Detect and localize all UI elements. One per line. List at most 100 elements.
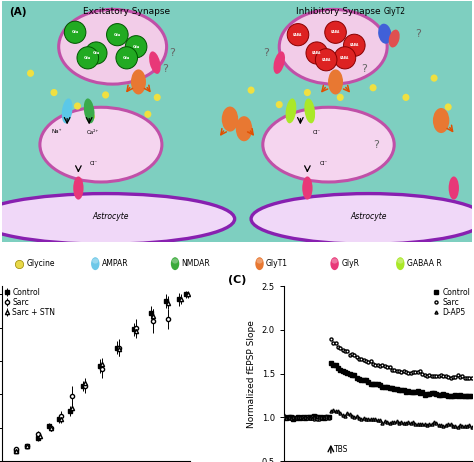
Control xyxy=(328,360,334,366)
Ellipse shape xyxy=(40,107,162,182)
Ellipse shape xyxy=(171,257,179,270)
Y-axis label: Normalized fEPSP Slope: Normalized fEPSP Slope xyxy=(247,320,256,427)
Circle shape xyxy=(88,113,95,120)
Control xyxy=(281,414,287,420)
Ellipse shape xyxy=(397,258,403,264)
Ellipse shape xyxy=(73,176,83,200)
Sarc xyxy=(328,336,334,342)
Line: Sarc: Sarc xyxy=(283,338,473,420)
Control xyxy=(389,385,395,390)
Ellipse shape xyxy=(302,176,312,200)
Text: TBS: TBS xyxy=(334,445,348,454)
Line: Control: Control xyxy=(283,362,473,420)
Circle shape xyxy=(430,74,438,82)
Ellipse shape xyxy=(448,176,459,200)
Circle shape xyxy=(64,21,86,43)
D-AP5 xyxy=(469,424,474,430)
Ellipse shape xyxy=(263,107,394,182)
Circle shape xyxy=(306,42,328,64)
Circle shape xyxy=(74,103,81,109)
Control xyxy=(291,416,296,422)
D-AP5 xyxy=(281,413,287,418)
Text: ?: ? xyxy=(169,49,175,58)
Text: Glu: Glu xyxy=(132,45,140,49)
Ellipse shape xyxy=(378,24,392,44)
Circle shape xyxy=(154,94,161,101)
Text: ?: ? xyxy=(162,64,168,74)
Text: Astrocyte: Astrocyte xyxy=(350,213,387,221)
Ellipse shape xyxy=(331,258,337,264)
Control xyxy=(447,394,453,399)
Text: AMPAR: AMPAR xyxy=(102,259,128,268)
Ellipse shape xyxy=(396,257,404,270)
Ellipse shape xyxy=(251,194,474,244)
Sarc xyxy=(469,376,474,381)
Circle shape xyxy=(50,89,57,96)
Legend: Control, Sarc, D-AP5: Control, Sarc, D-AP5 xyxy=(434,288,470,317)
Control xyxy=(403,389,409,395)
D-AP5 xyxy=(452,423,458,428)
Ellipse shape xyxy=(328,69,343,94)
D-AP5 xyxy=(446,422,451,427)
Circle shape xyxy=(344,34,365,56)
Text: ?: ? xyxy=(263,49,269,58)
Text: ?: ? xyxy=(415,29,421,39)
Circle shape xyxy=(77,47,99,69)
Text: Cl⁻: Cl⁻ xyxy=(313,129,321,134)
Text: GlyT1: GlyT1 xyxy=(266,259,288,268)
Text: Astrocyte: Astrocyte xyxy=(92,213,128,221)
Sarc xyxy=(455,373,460,378)
Sarc xyxy=(281,415,287,421)
Ellipse shape xyxy=(222,107,238,132)
Legend: Control, Sarc, Sarc + STN: Control, Sarc, Sarc + STN xyxy=(4,288,55,317)
Ellipse shape xyxy=(256,258,263,264)
Line: D-AP5: D-AP5 xyxy=(283,408,473,428)
Circle shape xyxy=(27,70,34,77)
Ellipse shape xyxy=(131,69,146,94)
Text: GABA: GABA xyxy=(312,51,321,55)
Text: ?: ? xyxy=(373,140,379,150)
Circle shape xyxy=(107,24,128,46)
Circle shape xyxy=(445,103,452,110)
Text: Glu: Glu xyxy=(114,33,121,36)
D-AP5 xyxy=(455,424,460,430)
Ellipse shape xyxy=(285,98,296,123)
Text: GABAA R: GABAA R xyxy=(407,259,442,268)
Text: GlyR: GlyR xyxy=(341,259,359,268)
Circle shape xyxy=(334,47,356,69)
Ellipse shape xyxy=(273,51,285,74)
Ellipse shape xyxy=(389,30,400,48)
Circle shape xyxy=(144,110,151,118)
Circle shape xyxy=(102,91,109,98)
Ellipse shape xyxy=(172,258,178,264)
Ellipse shape xyxy=(236,116,252,141)
Ellipse shape xyxy=(0,194,235,244)
Text: (C): (C) xyxy=(228,274,246,285)
Text: ?: ? xyxy=(361,64,367,74)
Text: Glu: Glu xyxy=(123,56,130,60)
Circle shape xyxy=(304,89,311,96)
Ellipse shape xyxy=(433,108,449,133)
Circle shape xyxy=(125,36,147,58)
Ellipse shape xyxy=(91,257,100,270)
D-AP5 xyxy=(330,407,336,413)
Sarc xyxy=(447,375,453,381)
Circle shape xyxy=(247,86,255,94)
Circle shape xyxy=(85,42,107,64)
Circle shape xyxy=(370,84,377,91)
D-AP5 xyxy=(387,420,392,426)
Ellipse shape xyxy=(84,98,95,123)
Sarc xyxy=(311,416,317,422)
Text: (A): (A) xyxy=(9,7,27,17)
Ellipse shape xyxy=(330,257,339,270)
Circle shape xyxy=(116,47,137,69)
Text: GABA: GABA xyxy=(331,30,340,34)
Control xyxy=(455,393,460,398)
Ellipse shape xyxy=(62,98,73,123)
Ellipse shape xyxy=(59,9,167,84)
Ellipse shape xyxy=(255,257,264,270)
Text: GABA: GABA xyxy=(293,33,303,36)
Circle shape xyxy=(133,85,140,92)
Control xyxy=(438,392,444,398)
Text: Na⁺: Na⁺ xyxy=(51,128,62,134)
